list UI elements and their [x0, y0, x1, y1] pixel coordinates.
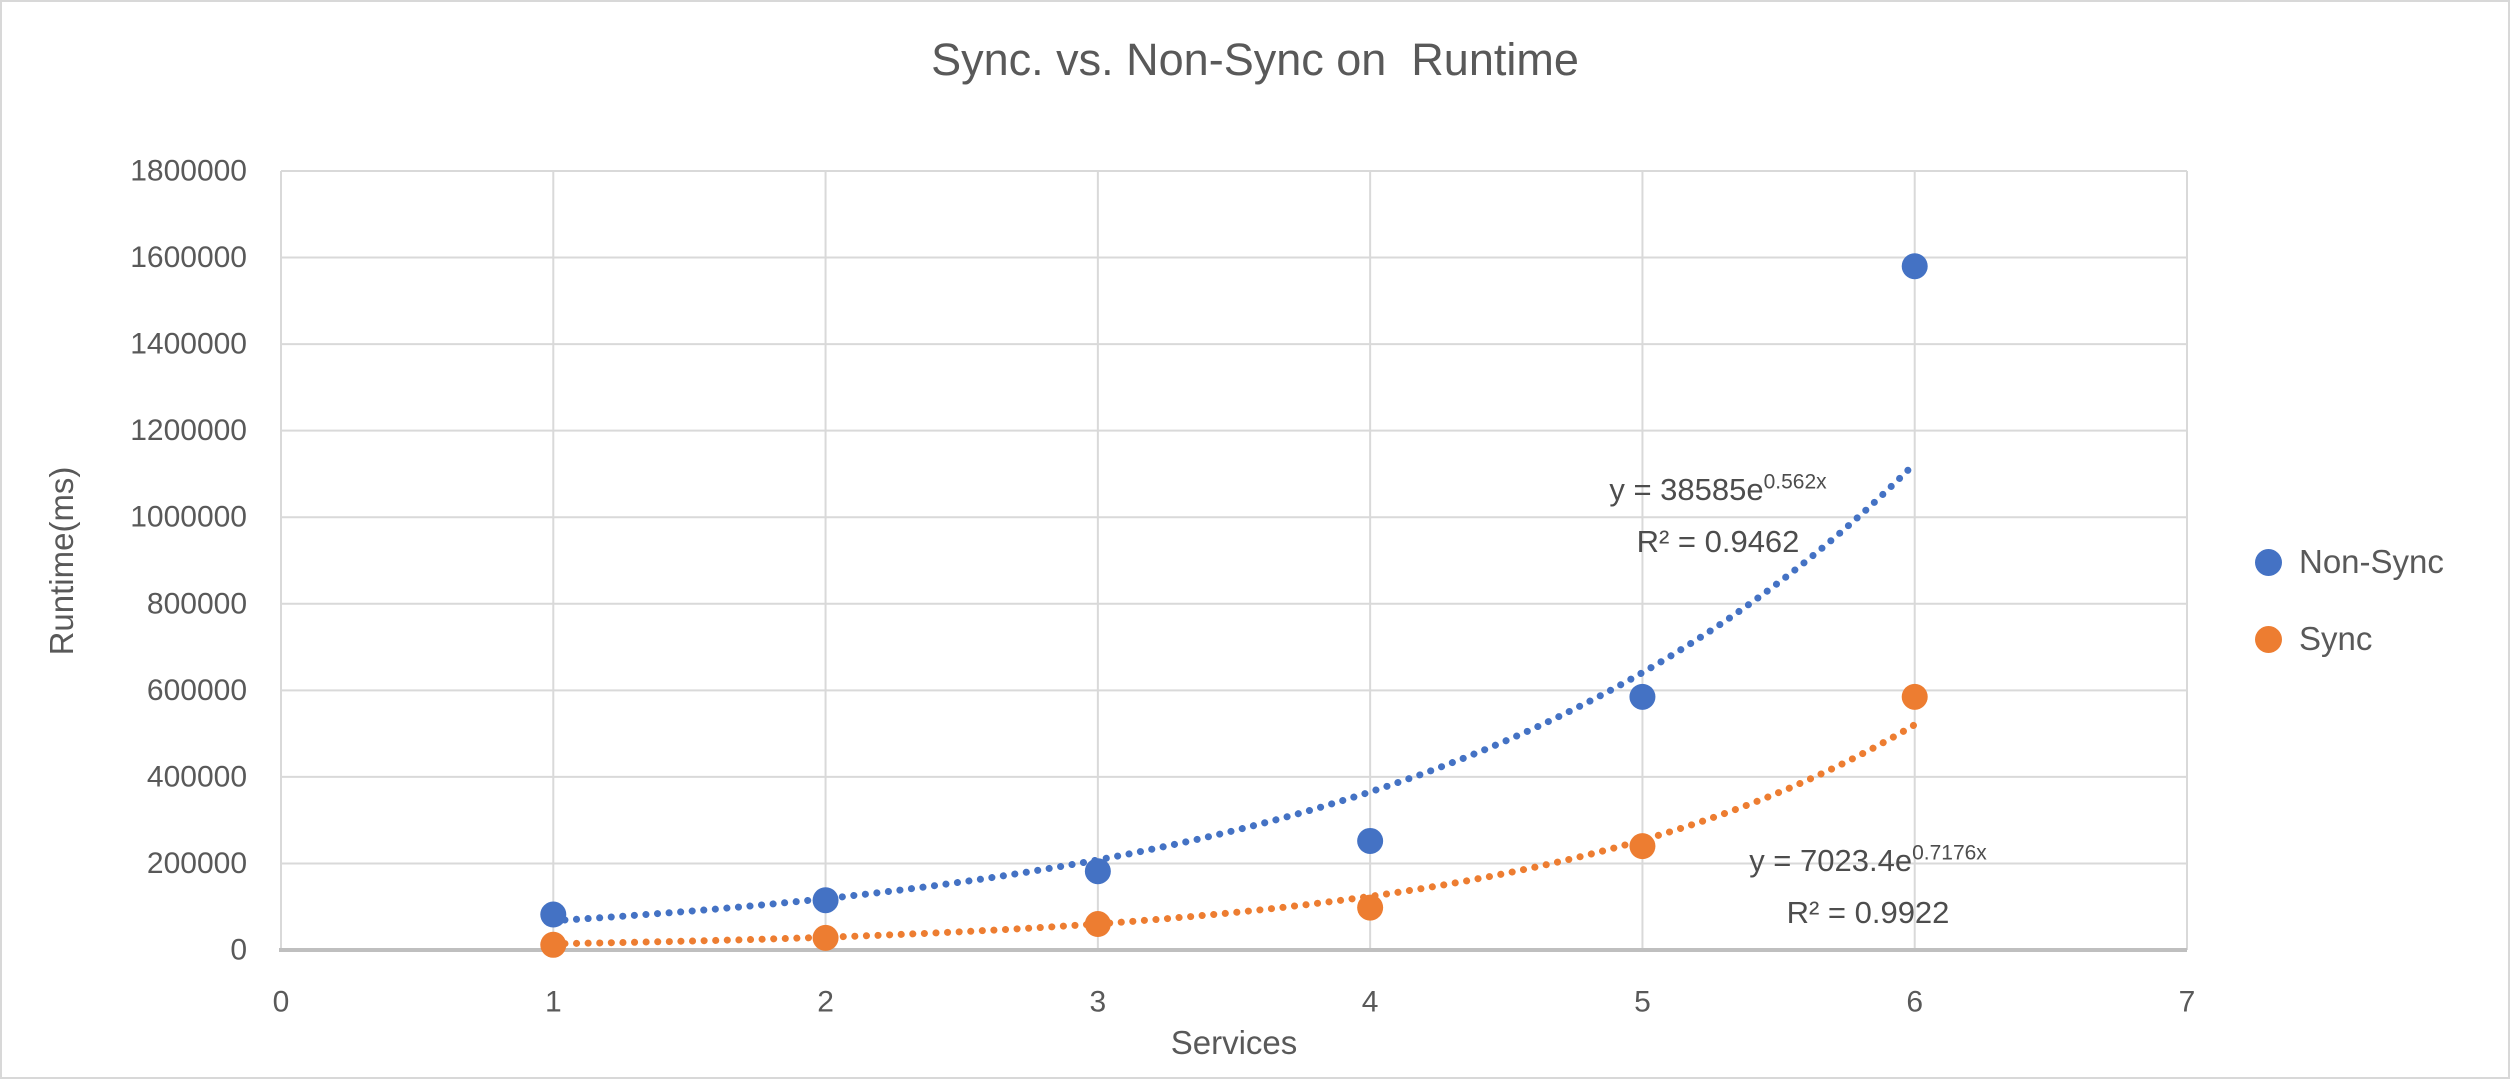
y-tick-label: 800000 — [147, 587, 247, 620]
x-tick-label: 4 — [1362, 986, 1379, 1019]
data-point-sync — [1357, 894, 1384, 921]
r-squared-line: R² = 0.9462 — [1636, 524, 1800, 559]
trendline-equation-sync: y = 7023.4e0.7176x R² = 0.9922 — [1688, 835, 2048, 939]
legend-marker-sync-icon — [2255, 625, 2282, 653]
data-point-non-sync — [1357, 827, 1384, 854]
x-tick-label: 1 — [545, 986, 562, 1019]
data-point-non-sync — [1084, 858, 1111, 885]
data-point-sync — [1629, 833, 1656, 860]
equation-exponent: 0.562x — [1763, 470, 1827, 494]
data-point-sync — [540, 931, 567, 958]
x-axis-title: Services — [1170, 1024, 1298, 1061]
y-tick-label: 0 — [230, 934, 247, 967]
trendline-sync — [549, 721, 1919, 948]
data-point-non-sync — [1629, 683, 1656, 710]
equation-base: y = 38585e — [1609, 472, 1764, 507]
legend-label-non-sync: Non-Sync — [2299, 543, 2444, 580]
legend-marker-non-sync-icon — [2255, 548, 2282, 576]
data-point-non-sync — [540, 901, 567, 928]
equation-base: y = 7023.4e — [1749, 843, 1913, 878]
x-tick-label: 0 — [273, 986, 290, 1019]
y-tick-label: 1400000 — [130, 328, 247, 361]
y-tick-label: 400000 — [147, 760, 247, 793]
data-point-non-sync — [1901, 253, 1928, 280]
y-tick-label: 1800000 — [130, 155, 247, 188]
legend-item-sync[interactable]: Sync — [2255, 612, 2444, 666]
equation-line: y = 7023.4e0.7176x — [1688, 835, 2048, 887]
legend: Non-Sync Sync — [2255, 535, 2444, 666]
trendline-non-sync — [549, 460, 1919, 925]
data-point-sync — [812, 924, 839, 951]
y-tick-label: 1200000 — [130, 414, 247, 447]
x-tick-label: 7 — [2179, 986, 2196, 1019]
y-tick-label: 200000 — [147, 847, 247, 880]
equation-exponent: 0.7176x — [1912, 841, 1987, 865]
legend-label-sync: Sync — [2299, 620, 2373, 657]
r-squared-line: R² = 0.9922 — [1786, 895, 1950, 930]
equation-line: y = 38585e0.562x — [1538, 464, 1898, 516]
y-axis-title: Runtime(ms) — [43, 466, 80, 656]
legend-item-non-sync[interactable]: Non-Sync — [2255, 535, 2444, 589]
y-tick-label: 1600000 — [130, 241, 247, 274]
data-point-sync — [1084, 911, 1111, 938]
x-tick-label: 6 — [1906, 986, 1923, 1019]
data-point-non-sync — [812, 887, 839, 914]
y-tick-label: 1000000 — [130, 501, 247, 534]
data-point-sync — [1901, 683, 1928, 710]
x-tick-label: 5 — [1634, 986, 1651, 1019]
trendline-equation-non-sync: y = 38585e0.562x R² = 0.9462 — [1538, 464, 1898, 568]
x-tick-label: 3 — [1090, 986, 1107, 1019]
chart-title: Sync. vs. Non-Sync on Runtime — [931, 34, 1579, 85]
y-tick-label: 600000 — [147, 674, 247, 707]
x-tick-label: 2 — [817, 986, 834, 1019]
